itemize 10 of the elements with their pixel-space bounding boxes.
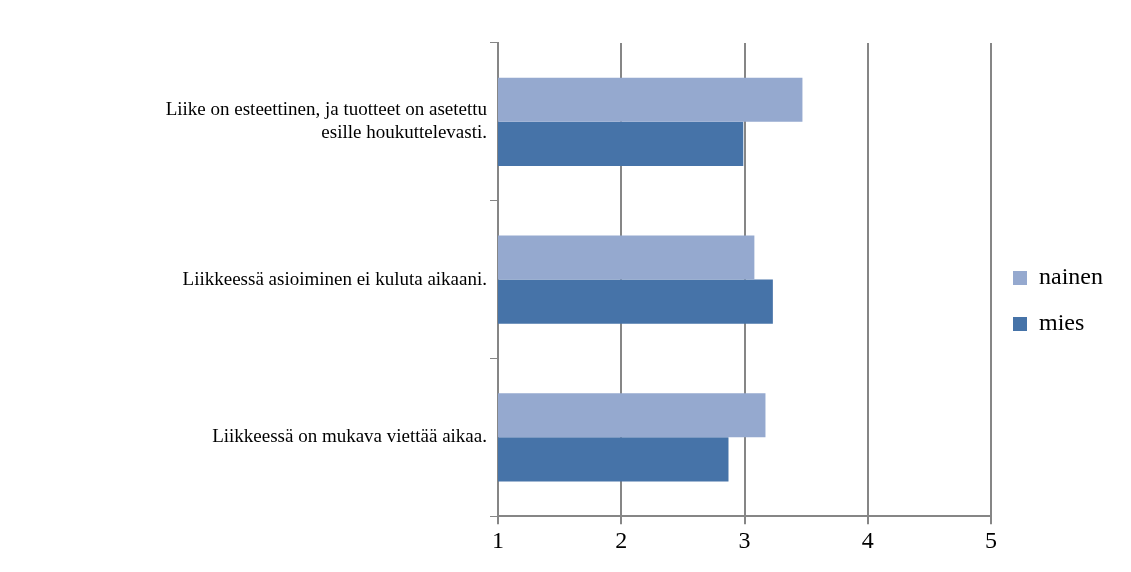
- x-tick-label: 2: [615, 526, 628, 553]
- x-tick-label: 1: [492, 526, 504, 553]
- legend-label: mies: [1039, 309, 1085, 336]
- x-tick-label: 3: [738, 526, 751, 553]
- y-tick-label: Liikkeessä asioiminen ei kuluta aikaani.: [182, 267, 487, 289]
- legend-label: nainen: [1039, 263, 1104, 290]
- x-tick-label: 4: [861, 526, 874, 553]
- y-tick-label: Liikkeessä on mukava viettää aikaa.: [212, 425, 487, 447]
- y-tick-label: Liike on esteettinen, ja tuotteet on asetettu esille houkuttelevasti.: [165, 98, 488, 143]
- x-tick-label: 5: [985, 526, 998, 553]
